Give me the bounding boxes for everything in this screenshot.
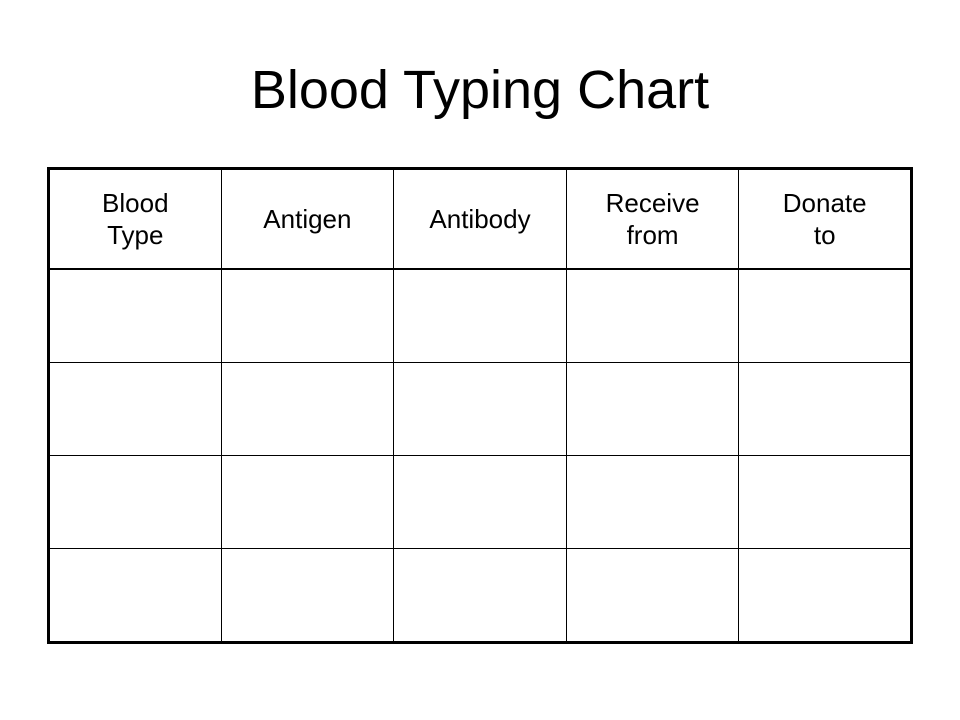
table-row xyxy=(48,455,912,549)
table-cell xyxy=(393,548,567,643)
table-row xyxy=(48,268,912,363)
table-cell xyxy=(220,455,395,549)
header-receive-from: Receive from xyxy=(565,168,740,270)
table-cell xyxy=(565,268,740,363)
header-donate-to: Donate to xyxy=(738,168,912,270)
table-header-row: Blood Type Antigen Antibody Receive from… xyxy=(48,168,912,270)
table-row xyxy=(48,362,912,456)
table-cell xyxy=(48,548,222,643)
table-cell xyxy=(220,362,395,456)
table-cell xyxy=(738,268,912,363)
header-antigen: Antigen xyxy=(220,168,395,270)
table-cell xyxy=(220,548,395,643)
header-blood-type: Blood Type xyxy=(48,168,222,270)
table-cell xyxy=(565,455,740,549)
table-cell xyxy=(393,268,567,363)
table-cell xyxy=(220,268,395,363)
blood-typing-table: Blood Type Antigen Antibody Receive from… xyxy=(47,167,913,644)
table-cell xyxy=(48,362,222,456)
table-cell xyxy=(738,548,912,643)
table-cell xyxy=(565,362,740,456)
header-antibody: Antibody xyxy=(393,168,567,270)
table-cell xyxy=(48,455,222,549)
table-cell xyxy=(738,455,912,549)
table-row xyxy=(48,548,912,643)
table-cell xyxy=(393,362,567,456)
table-cell xyxy=(48,268,222,363)
table-cell xyxy=(393,455,567,549)
table-cell xyxy=(738,362,912,456)
table-cell xyxy=(565,548,740,643)
page-title: Blood Typing Chart xyxy=(250,60,710,120)
